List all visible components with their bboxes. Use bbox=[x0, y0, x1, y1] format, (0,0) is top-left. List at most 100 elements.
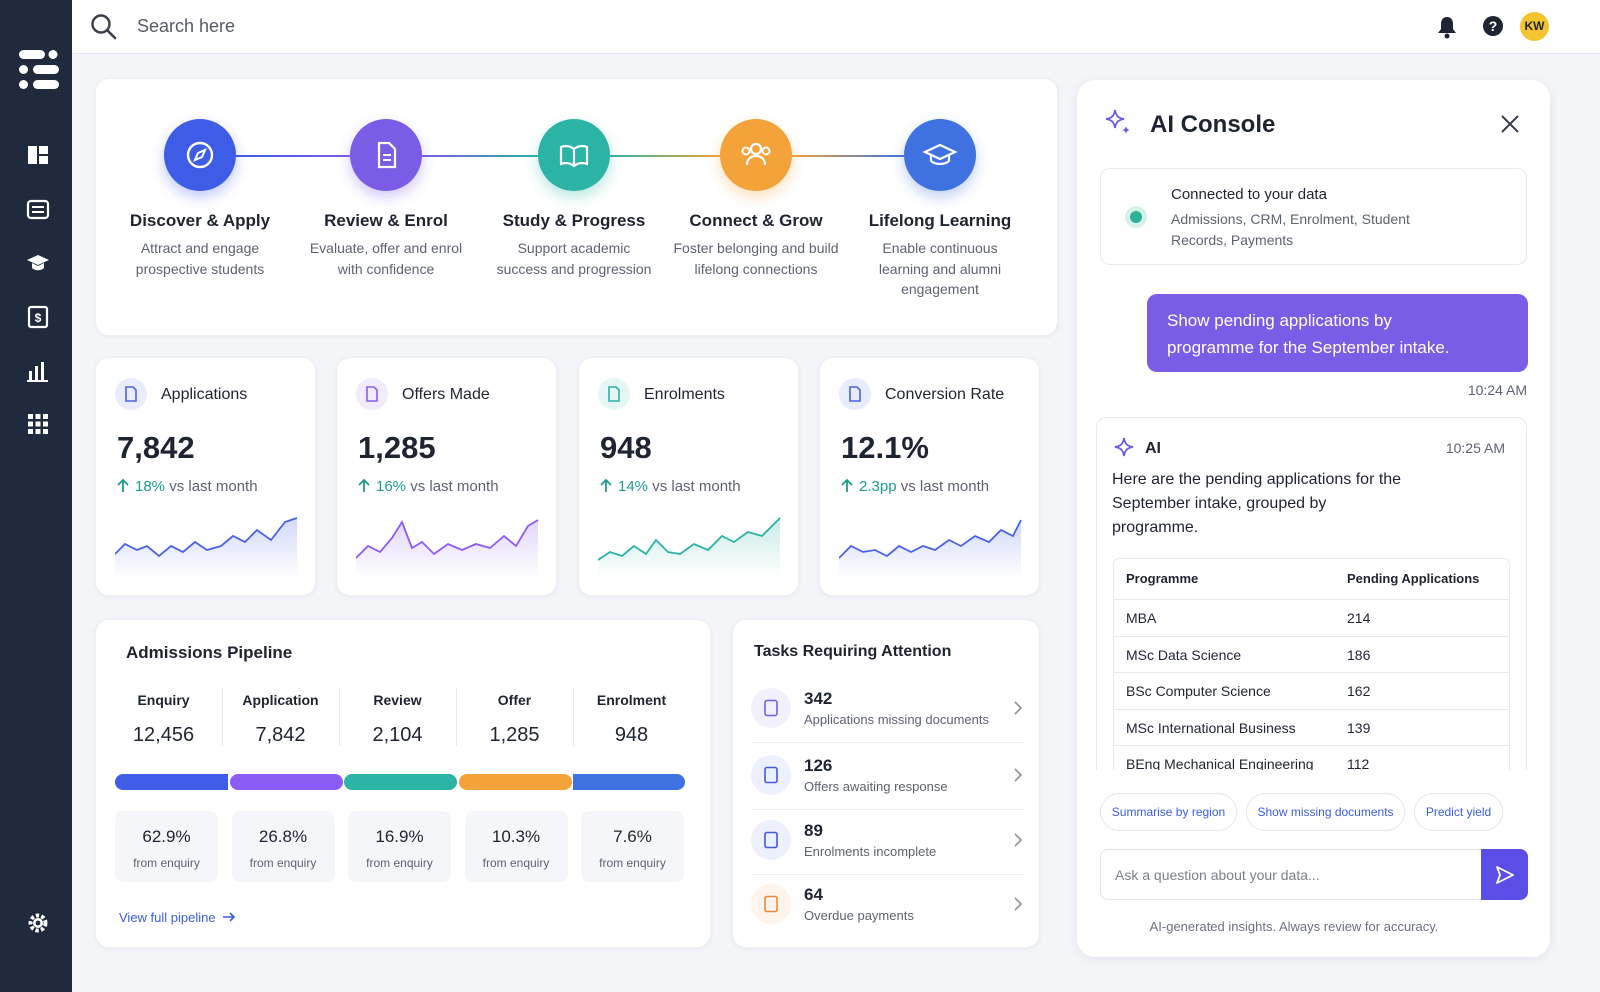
top-bar: Search here? KW bbox=[72, 0, 1600, 54]
icon-shape bbox=[356, 519, 539, 559]
suggestion-chip[interactable]: Summarise by region bbox=[1100, 793, 1237, 831]
pipeline-segment bbox=[344, 774, 457, 790]
help[interactable]: ? bbox=[1482, 15, 1504, 37]
ai-reply: AI 10:25 AM Here are the pending applicati… bbox=[1096, 417, 1527, 770]
trend-arrow bbox=[600, 479, 612, 492]
rate-label: from enquiry bbox=[133, 856, 200, 870]
task-chevron[interactable] bbox=[1013, 833, 1023, 847]
icon-shape bbox=[28, 913, 48, 933]
stage-name: Enquiry bbox=[137, 692, 190, 708]
nav-icon[interactable] bbox=[26, 251, 50, 275]
kpi-icon bbox=[356, 378, 388, 410]
close-button[interactable] bbox=[1501, 115, 1519, 133]
icon-shape bbox=[39, 156, 48, 164]
icon-shape bbox=[115, 518, 297, 578]
task-count[interactable]: 342 bbox=[804, 689, 833, 708]
avatar[interactable]: KW bbox=[1520, 12, 1549, 41]
kpi-label: Applications bbox=[161, 386, 248, 403]
stage-divider bbox=[573, 688, 574, 746]
stage-value: 1,285 bbox=[489, 724, 540, 746]
task-label[interactable]: Enrolments incomplete bbox=[804, 844, 937, 859]
icon-shape bbox=[91, 14, 111, 34]
icon-shape bbox=[27, 380, 48, 382]
task-count[interactable]: 64 bbox=[804, 885, 823, 904]
disclaimer: AI-generated insights. Always review for… bbox=[1149, 919, 1439, 934]
icon-shape bbox=[27, 255, 49, 265]
nav-icon[interactable] bbox=[26, 198, 50, 222]
journey-step-title: Discover & Apply bbox=[129, 211, 271, 230]
task-glyph bbox=[764, 831, 778, 849]
question-input[interactable]: Ask a question about your data... bbox=[1100, 849, 1482, 900]
task-chevron[interactable] bbox=[1013, 897, 1023, 911]
stage-name: Application bbox=[242, 692, 319, 708]
rate-label: from enquiry bbox=[249, 856, 317, 870]
suggestion-chip[interactable]: Predict yield bbox=[1414, 793, 1503, 831]
task-chevron[interactable] bbox=[1013, 701, 1023, 715]
nav-icon[interactable]: $ bbox=[26, 305, 50, 329]
sparkline bbox=[356, 519, 539, 578]
stage-divider bbox=[456, 688, 457, 746]
icon-shape bbox=[1014, 897, 1023, 911]
table-row-divider bbox=[1114, 708, 1509, 710]
icon-shape bbox=[922, 143, 958, 161]
kpi-glyph bbox=[608, 386, 620, 402]
icon-shape bbox=[356, 520, 538, 578]
table-row-divider bbox=[1114, 599, 1509, 600]
link-arrow bbox=[223, 912, 236, 922]
nav-icon[interactable] bbox=[26, 412, 50, 436]
icon-shape bbox=[1438, 17, 1456, 33]
task-count[interactable]: 126 bbox=[804, 756, 833, 775]
icon-shape bbox=[28, 414, 48, 434]
icon-shape bbox=[19, 80, 28, 89]
journey-connector bbox=[610, 155, 720, 157]
icon-shape bbox=[223, 912, 236, 922]
ai-console: AI Console Connected to your data Admissio… bbox=[1077, 80, 1550, 957]
journey-card: Discover & Apply Attract and engage prosp… bbox=[95, 78, 1058, 336]
icon-shape bbox=[749, 142, 763, 156]
kpi-change: 2.3pp vs last month bbox=[859, 478, 989, 495]
rate-value: 10.3% bbox=[491, 827, 541, 846]
icon-shape bbox=[125, 386, 137, 402]
ai-reply-icon bbox=[1114, 437, 1134, 457]
kpi-change: 14% vs last month bbox=[618, 478, 741, 495]
icon-shape bbox=[28, 146, 37, 164]
notifications[interactable] bbox=[1436, 15, 1458, 39]
kpi-value: 948 bbox=[600, 430, 652, 465]
journey-step-icon bbox=[538, 119, 610, 191]
task-chevron[interactable] bbox=[1013, 768, 1023, 782]
icon-shape bbox=[32, 263, 44, 271]
view-pipeline-link[interactable]: View full pipeline bbox=[119, 910, 216, 925]
search-input[interactable]: Search here bbox=[137, 16, 236, 36]
table-cell: 162 bbox=[1347, 683, 1371, 699]
task-separator bbox=[751, 809, 1023, 810]
icon-shape bbox=[39, 146, 48, 154]
kpi-change: 18% vs last month bbox=[135, 478, 258, 495]
icon-shape bbox=[115, 517, 298, 558]
icon-shape bbox=[193, 148, 207, 162]
journey-step-icon bbox=[350, 119, 422, 191]
journey-step-title: Lifelong Learning bbox=[868, 211, 1012, 230]
journey-connector bbox=[236, 155, 350, 157]
pipeline-segment bbox=[573, 774, 685, 790]
task-count[interactable]: 89 bbox=[804, 821, 823, 840]
suggestion-chip[interactable]: Show missing documents bbox=[1246, 793, 1405, 831]
ai-title: AI Console bbox=[1150, 111, 1276, 138]
table-cell: MBA bbox=[1126, 610, 1157, 626]
settings-icon[interactable] bbox=[26, 911, 50, 935]
task-label[interactable]: Applications missing documents bbox=[804, 712, 989, 727]
ai-icon bbox=[1105, 109, 1130, 134]
task-label[interactable]: Overdue payments bbox=[804, 908, 914, 923]
nav-icon[interactable] bbox=[26, 359, 50, 383]
icon-shape bbox=[1014, 768, 1023, 782]
kpi-label: Enrolments bbox=[644, 386, 725, 403]
icon-shape bbox=[106, 29, 117, 40]
stage-name: Offer bbox=[497, 692, 532, 708]
task-icon bbox=[751, 884, 791, 924]
logo bbox=[19, 50, 59, 89]
nav-icon[interactable] bbox=[26, 144, 50, 168]
send-button[interactable] bbox=[1481, 849, 1528, 900]
task-label[interactable]: Offers awaiting response bbox=[804, 779, 948, 794]
journey-step-icon bbox=[164, 119, 236, 191]
task-glyph bbox=[764, 766, 778, 784]
icon-shape bbox=[1114, 437, 1134, 457]
